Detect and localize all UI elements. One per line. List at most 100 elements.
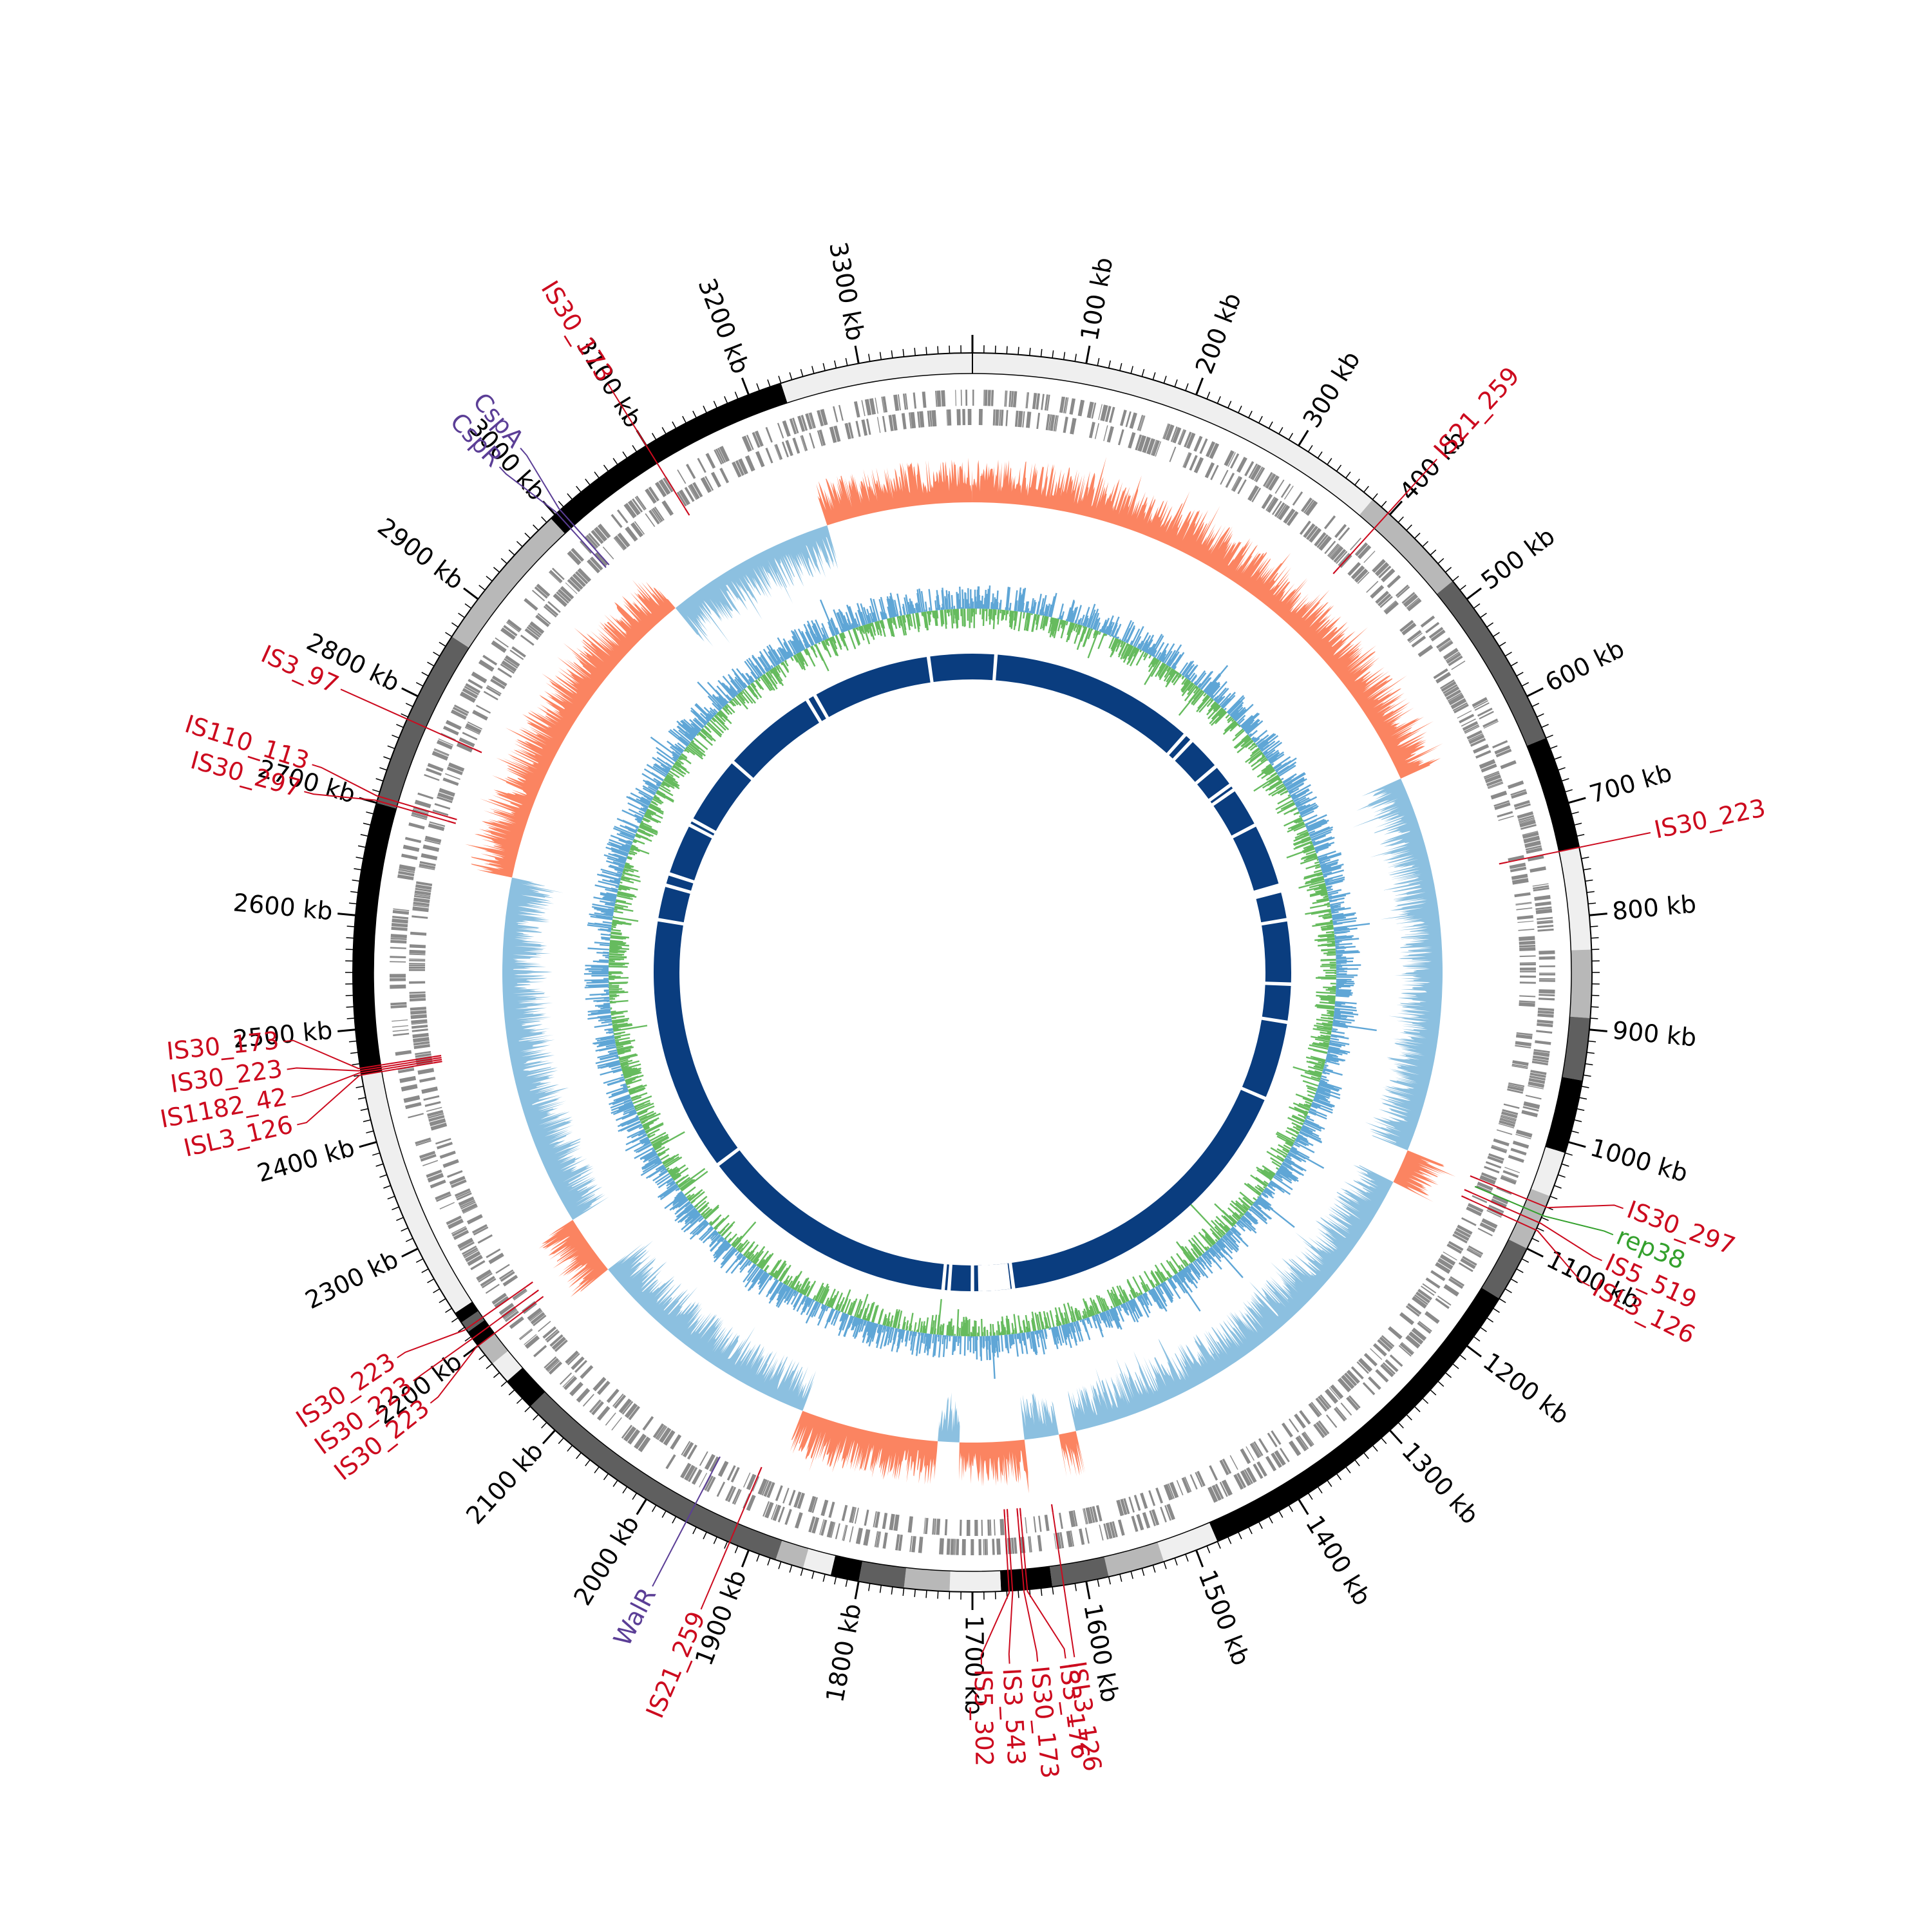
major-tick: [542, 1429, 556, 1444]
band-segment: [972, 353, 1373, 516]
minor-tick: [1288, 1504, 1293, 1512]
contig-segment: [972, 654, 994, 681]
minor-tick: [1546, 734, 1553, 739]
insertion-mark: [684, 507, 690, 516]
annotation-leader: [1474, 1186, 1614, 1236]
minor-tick: [1583, 1074, 1591, 1077]
band-segment: [1569, 949, 1592, 1019]
minor-tick: [868, 1583, 871, 1591]
minor-tick: [1074, 354, 1077, 362]
annotation-label: IS21_259: [641, 1607, 711, 1722]
minor-tick: [355, 857, 364, 859]
annotation-leader: [980, 1517, 1010, 1665]
minor-tick: [516, 1397, 523, 1404]
band-segment: [507, 1367, 545, 1406]
minor-tick: [1499, 1298, 1506, 1303]
minor-tick: [1444, 567, 1452, 573]
minor-tick: [1185, 383, 1189, 391]
major-tick: [1466, 1345, 1482, 1358]
minor-tick: [396, 724, 404, 728]
band-segment: [802, 1548, 836, 1576]
band-segment: [1104, 1542, 1164, 1577]
minor-tick: [1152, 372, 1156, 380]
annotation-label: IS30_173: [536, 276, 620, 386]
minor-tick: [1130, 1571, 1133, 1579]
minor-tick: [1422, 541, 1429, 547]
minor-tick: [346, 1018, 355, 1019]
major-tick: [1526, 1247, 1544, 1258]
minor-tick: [1354, 1459, 1360, 1466]
contig-gap: [978, 1263, 1011, 1291]
minor-tick: [1444, 1372, 1452, 1378]
gc-skew-positive: [972, 457, 1443, 779]
minor-tick: [1516, 672, 1524, 677]
minor-tick: [1590, 1018, 1598, 1019]
minor-tick: [868, 354, 871, 362]
minor-tick: [415, 1258, 424, 1263]
annotation-leader: [1468, 1198, 1590, 1287]
minor-tick: [1473, 603, 1481, 609]
insertion-mark: [433, 1059, 442, 1062]
minor-tick: [1288, 433, 1293, 440]
minor-tick: [405, 703, 413, 707]
major-tick: [1567, 797, 1586, 804]
minor-tick: [524, 1406, 531, 1412]
minor-tick: [478, 1354, 486, 1360]
minor-tick: [401, 1227, 408, 1232]
minor-tick: [1185, 1554, 1189, 1562]
minor-tick: [1521, 682, 1530, 687]
contig-segment: [1175, 742, 1215, 782]
insertion-mark: [433, 1061, 442, 1064]
gene-track: [390, 390, 1555, 1555]
minor-tick: [346, 925, 355, 927]
insertion-mark: [536, 1296, 544, 1302]
minor-tick: [834, 1577, 837, 1585]
minor-tick: [1549, 745, 1558, 750]
minor-tick: [632, 1493, 638, 1500]
contig-segment: [666, 875, 694, 891]
minor-tick: [1206, 1546, 1211, 1553]
minor-tick: [508, 549, 515, 556]
minor-tick: [1174, 1558, 1178, 1566]
minor-tick: [622, 451, 628, 459]
minor-tick: [594, 1466, 600, 1473]
minor-tick: [445, 1307, 452, 1313]
contig-segment: [1233, 826, 1279, 891]
minor-tick: [567, 493, 573, 500]
minor-tick: [1571, 811, 1579, 815]
minor-tick: [811, 366, 815, 374]
scale-label: 300 kb: [1298, 346, 1366, 432]
band-segment: [1531, 1146, 1566, 1197]
scale-label: 200 kb: [1190, 289, 1247, 378]
minor-tick: [1585, 879, 1593, 882]
minor-tick: [789, 372, 793, 380]
contig-segment: [1169, 735, 1191, 759]
contig-segment: [808, 696, 826, 721]
scale-label: 900 kb: [1611, 1016, 1698, 1052]
minor-tick: [1581, 857, 1589, 859]
minor-tick: [357, 1097, 366, 1100]
band-segment: [858, 1561, 907, 1589]
band-segment: [376, 636, 469, 809]
minor-tick: [1493, 632, 1500, 638]
contig-segment: [816, 657, 931, 717]
minor-tick: [756, 383, 760, 391]
minor-tick: [1130, 366, 1133, 374]
scale-label: 1800 kb: [820, 1602, 867, 1705]
contig-segment: [951, 1264, 971, 1291]
minor-tick: [357, 845, 366, 848]
minor-tick: [756, 1554, 760, 1562]
minor-tick: [800, 1568, 804, 1577]
minor-tick: [1307, 445, 1313, 452]
minor-tick: [1541, 724, 1549, 728]
minor-tick: [375, 1163, 384, 1167]
minor-tick: [1459, 585, 1466, 591]
insertion-mark: [1003, 1509, 1006, 1518]
scale-label: 3300 kb: [824, 240, 870, 343]
annotation-label: WalR: [608, 1583, 661, 1651]
insertion-mark: [757, 1466, 762, 1475]
scale-label: 1700 kb: [960, 1615, 989, 1715]
major-tick: [1567, 1141, 1586, 1148]
minor-tick: [401, 713, 408, 717]
